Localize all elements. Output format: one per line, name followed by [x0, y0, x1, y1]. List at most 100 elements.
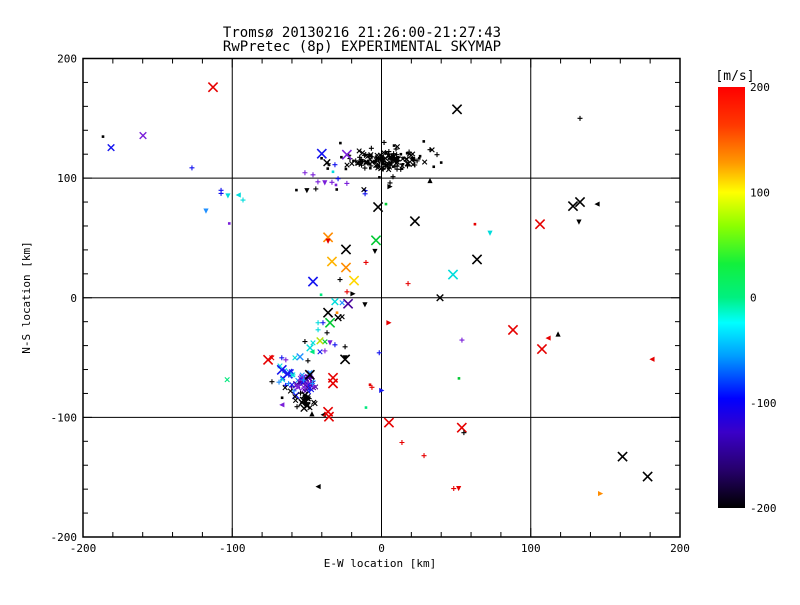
scatter-points-layer — [101, 82, 655, 497]
colorbar-tick-label: 200 — [750, 81, 770, 94]
scatter-point — [405, 281, 411, 287]
scatter-point — [310, 172, 316, 178]
scatter-point — [392, 158, 398, 164]
scatter-point — [224, 377, 230, 383]
scatter-point — [326, 256, 338, 267]
scatter-point — [567, 200, 579, 212]
scatter-point — [306, 396, 312, 402]
scatter-point — [409, 216, 421, 227]
scatter-point — [376, 350, 382, 356]
colorbar-tick-label: -200 — [750, 502, 777, 515]
scatter-point — [378, 158, 384, 164]
scatter-point — [379, 387, 385, 394]
scatter-point — [295, 188, 298, 192]
scatter-point — [597, 490, 604, 497]
scatter-point — [372, 201, 384, 213]
scatter-point — [507, 324, 519, 336]
scatter-point — [396, 155, 400, 159]
scatter-point — [316, 148, 327, 159]
scatter-point — [311, 384, 317, 390]
scatter-point — [432, 165, 436, 169]
scatter-point — [304, 188, 310, 194]
scatter-point — [296, 353, 304, 361]
scatter-point — [427, 147, 433, 153]
x-tick-label: 200 — [670, 542, 690, 555]
scatter-point — [456, 485, 462, 492]
scatter-point — [383, 417, 395, 428]
scatter-point — [342, 355, 348, 361]
scatter-point — [298, 398, 306, 407]
scatter-point — [576, 219, 582, 225]
scatter-point — [320, 320, 326, 326]
scatter-point — [390, 161, 393, 164]
scatter-point — [342, 344, 348, 350]
plot-title-line1: Tromsø 20130216 21:26:00-21:27:43 — [223, 25, 501, 41]
scatter-point — [399, 439, 405, 445]
colorbar-tick-label: -100 — [750, 397, 777, 410]
x-tick-label: -200 — [70, 542, 97, 555]
scatter-point — [380, 149, 387, 156]
scatter-point — [294, 384, 300, 390]
scatter-point — [471, 254, 483, 265]
scatter-point — [387, 184, 393, 190]
scatter-point — [315, 179, 321, 185]
scatter-point — [269, 379, 275, 385]
scatter-point — [410, 156, 416, 163]
scatter-point — [418, 154, 422, 158]
scatter-point — [299, 372, 305, 378]
scatter-point — [218, 190, 224, 196]
scatter-point — [459, 337, 465, 343]
scatter-point — [487, 230, 493, 236]
scatter-point — [302, 170, 308, 176]
scatter-point — [642, 471, 653, 482]
scatter-point — [422, 140, 426, 143]
scatter-point — [536, 343, 548, 355]
scatter-point — [364, 406, 368, 409]
scatter-point — [279, 355, 285, 361]
scatter-point — [327, 340, 333, 346]
scatter-point — [335, 188, 339, 191]
scatter-point — [412, 162, 418, 168]
scatter-point — [382, 162, 388, 168]
x-tick-label: -100 — [219, 542, 246, 555]
scatter-point — [309, 349, 315, 355]
y-tick-label: 200 — [57, 53, 77, 66]
scatter-point — [269, 355, 275, 361]
scatter-point — [362, 165, 368, 171]
scatter-point — [304, 369, 316, 380]
scatter-point — [310, 381, 316, 387]
scatter-point — [365, 153, 371, 159]
scatter-point — [309, 411, 315, 417]
scatter-point — [421, 159, 428, 165]
scatter-point — [344, 180, 350, 186]
plot-title-line2: RwPretec (8p) EXPERIMENTAL SKYMAP — [223, 39, 501, 55]
scatter-point — [331, 297, 339, 306]
scatter-point — [325, 238, 331, 244]
scatter-point — [368, 145, 374, 151]
scatter-point — [107, 143, 115, 152]
scatter-point — [334, 313, 342, 322]
scatter-point — [384, 202, 388, 206]
y-tick-label: 0 — [70, 292, 77, 305]
scatter-point — [288, 369, 295, 375]
scatter-point — [555, 331, 561, 337]
scatter-point — [649, 356, 655, 362]
colorbar-tick-label: 100 — [750, 186, 770, 199]
scatter-point — [315, 327, 321, 333]
scatter-point — [427, 177, 433, 184]
scatter-point — [389, 163, 393, 166]
scatter-point — [369, 154, 375, 160]
scatter-point — [379, 153, 385, 160]
scatter-point — [362, 191, 368, 197]
scatter-point — [594, 201, 600, 207]
scatter-point — [387, 159, 393, 166]
scatter-point — [451, 104, 463, 115]
scatter-point — [203, 208, 209, 214]
scatter-point — [461, 430, 467, 436]
scatter-point — [356, 148, 362, 154]
scatter-point — [331, 170, 335, 174]
scatter-point — [334, 183, 338, 187]
scatter-point — [323, 158, 331, 167]
scatter-point — [414, 158, 420, 164]
scatter-point — [574, 196, 586, 208]
